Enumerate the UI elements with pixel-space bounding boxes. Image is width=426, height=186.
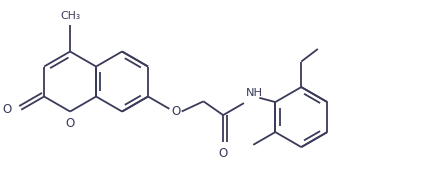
Text: O: O bbox=[66, 117, 75, 130]
Text: NH: NH bbox=[246, 88, 263, 98]
Text: O: O bbox=[219, 147, 228, 160]
Text: O: O bbox=[2, 103, 12, 116]
Text: CH₃: CH₃ bbox=[60, 11, 80, 21]
Text: O: O bbox=[172, 105, 181, 118]
